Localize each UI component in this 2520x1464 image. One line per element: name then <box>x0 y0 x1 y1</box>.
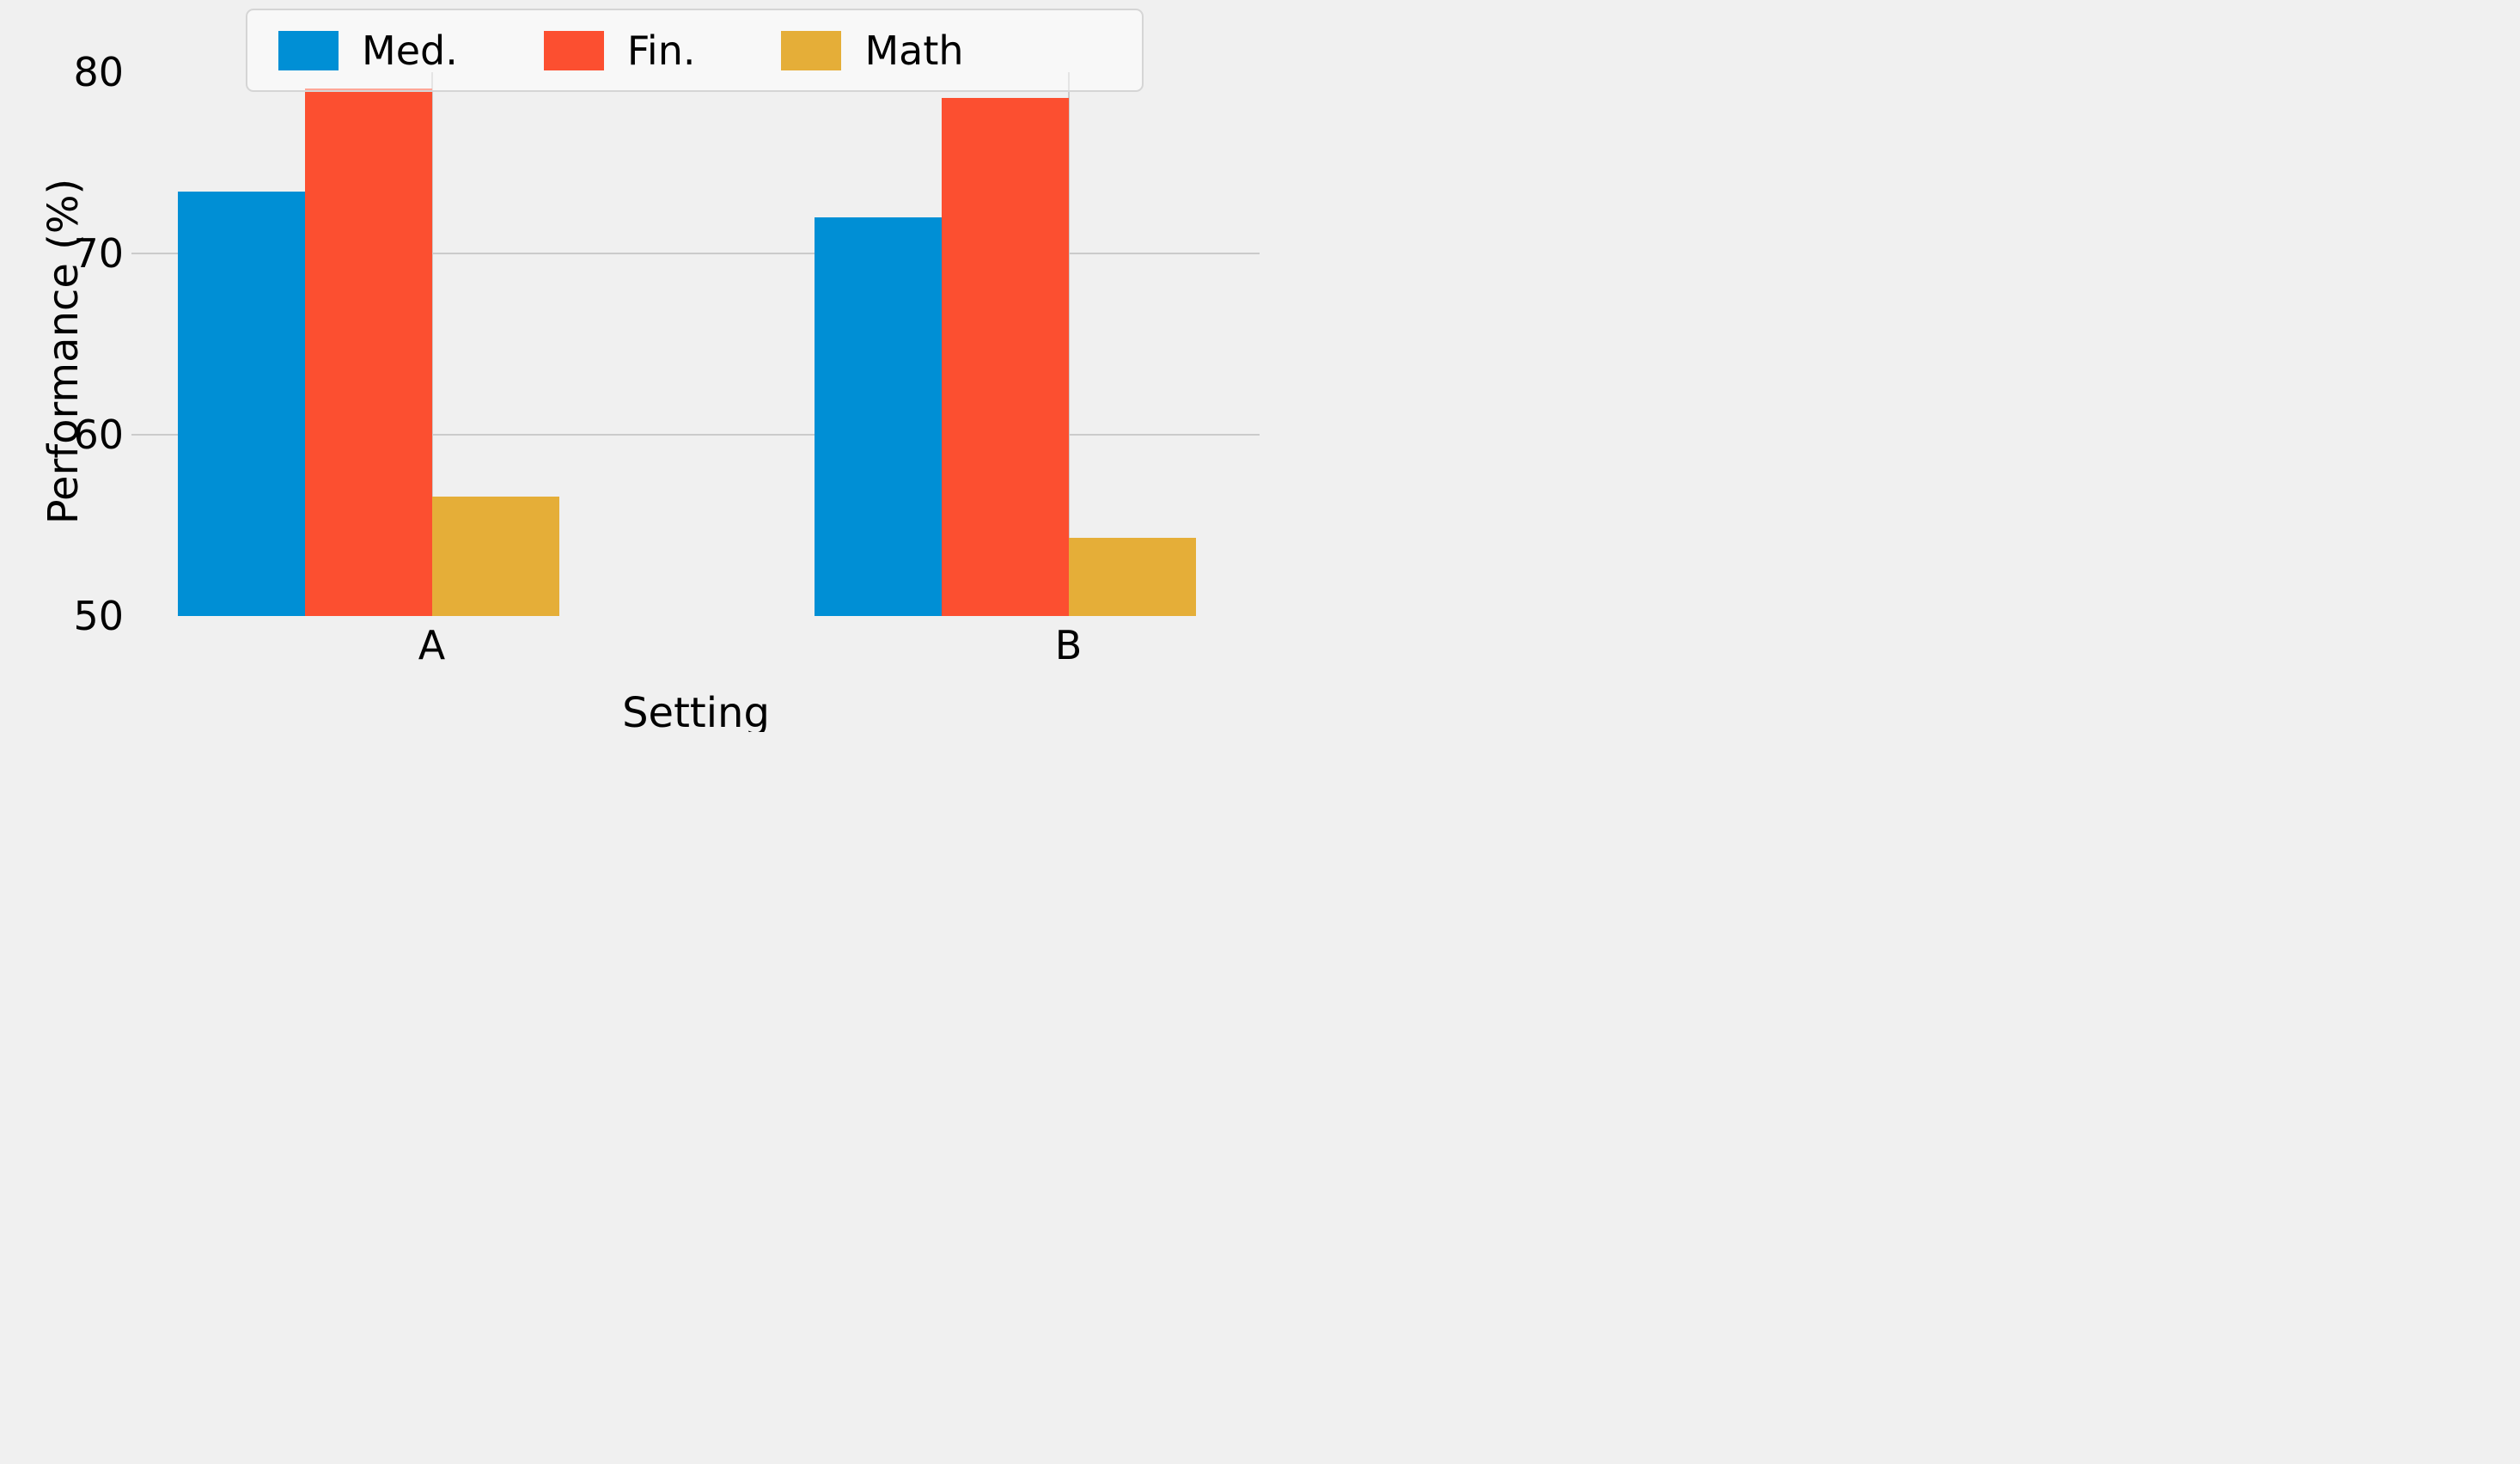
legend-swatch-fin <box>543 30 604 70</box>
y-tick-label-80: 80 <box>73 49 124 95</box>
x-tick-label-A: A <box>418 622 446 668</box>
horizontal-gridline-70 <box>131 253 1260 254</box>
bar-math-B <box>1068 538 1196 616</box>
bar-med-B <box>814 217 942 616</box>
legend-label: Med. <box>362 27 458 74</box>
legend-item-med: Med. <box>278 27 458 74</box>
vertical-gridline-A <box>430 72 433 616</box>
legend: Med. Fin. Math <box>246 9 1144 92</box>
legend-item-fin: Fin. <box>543 27 696 74</box>
y-tick-label-50: 50 <box>73 593 124 639</box>
vertical-gridline-B <box>1067 72 1070 616</box>
legend-label: Fin. <box>626 27 696 74</box>
x-axis-label: Setting <box>622 689 770 732</box>
y-tick-label-60: 60 <box>73 412 124 458</box>
bar-med-A <box>177 192 305 616</box>
legend-swatch-med <box>278 30 339 70</box>
legend-swatch-math <box>781 30 842 70</box>
plot-area <box>131 72 1260 616</box>
x-tick-label-B: B <box>1054 622 1083 668</box>
y-tick-label-70: 70 <box>73 230 124 277</box>
bar-math-A <box>431 496 559 616</box>
legend-label: Math <box>864 27 964 74</box>
bar-fin-A <box>304 88 432 616</box>
bar-fin-B <box>941 97 1069 616</box>
legend-item-math: Math <box>781 27 964 74</box>
horizontal-gridline-60 <box>131 434 1260 436</box>
